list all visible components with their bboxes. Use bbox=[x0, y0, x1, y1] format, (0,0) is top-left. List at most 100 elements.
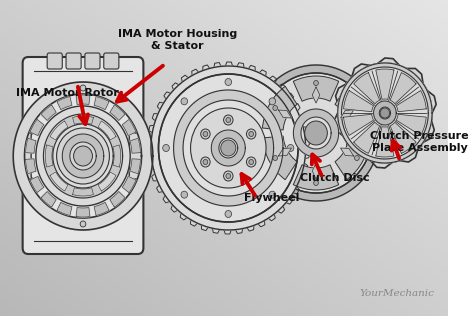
Circle shape bbox=[338, 63, 432, 163]
Polygon shape bbox=[344, 114, 374, 135]
Circle shape bbox=[80, 85, 86, 91]
Circle shape bbox=[314, 93, 319, 98]
Circle shape bbox=[36, 106, 130, 206]
Polygon shape bbox=[98, 121, 116, 140]
Polygon shape bbox=[147, 62, 310, 234]
Circle shape bbox=[314, 168, 319, 173]
Text: Flywheel: Flywheel bbox=[244, 193, 300, 203]
FancyBboxPatch shape bbox=[104, 53, 119, 69]
FancyBboxPatch shape bbox=[129, 133, 148, 179]
Polygon shape bbox=[344, 91, 374, 112]
Circle shape bbox=[181, 98, 188, 105]
Circle shape bbox=[181, 191, 188, 198]
Circle shape bbox=[225, 210, 232, 217]
Circle shape bbox=[224, 115, 233, 125]
Polygon shape bbox=[73, 188, 93, 196]
Polygon shape bbox=[76, 208, 90, 217]
Wedge shape bbox=[293, 76, 339, 101]
Polygon shape bbox=[151, 66, 306, 230]
Polygon shape bbox=[312, 163, 320, 179]
Polygon shape bbox=[57, 97, 72, 110]
Polygon shape bbox=[278, 110, 292, 118]
Polygon shape bbox=[50, 172, 68, 191]
Circle shape bbox=[203, 160, 208, 165]
Polygon shape bbox=[334, 58, 436, 168]
FancyBboxPatch shape bbox=[47, 53, 62, 69]
Circle shape bbox=[249, 131, 254, 137]
Circle shape bbox=[380, 108, 390, 118]
Polygon shape bbox=[73, 116, 93, 124]
Polygon shape bbox=[211, 130, 245, 166]
Text: YourMechanic: YourMechanic bbox=[359, 289, 434, 298]
Polygon shape bbox=[13, 82, 153, 230]
Circle shape bbox=[283, 112, 287, 117]
Circle shape bbox=[259, 73, 373, 193]
Polygon shape bbox=[376, 69, 394, 99]
Circle shape bbox=[345, 149, 349, 155]
FancyBboxPatch shape bbox=[23, 57, 144, 254]
Circle shape bbox=[80, 221, 86, 227]
Wedge shape bbox=[335, 136, 370, 180]
Polygon shape bbox=[354, 73, 380, 104]
Polygon shape bbox=[376, 127, 394, 157]
Circle shape bbox=[158, 74, 298, 222]
Circle shape bbox=[246, 129, 256, 139]
Polygon shape bbox=[122, 119, 136, 136]
Circle shape bbox=[355, 155, 359, 161]
Polygon shape bbox=[44, 114, 123, 198]
Circle shape bbox=[269, 191, 275, 198]
Polygon shape bbox=[30, 119, 44, 136]
Wedge shape bbox=[263, 136, 297, 180]
Polygon shape bbox=[396, 114, 426, 135]
Circle shape bbox=[314, 180, 319, 185]
Polygon shape bbox=[57, 202, 72, 216]
Circle shape bbox=[287, 144, 294, 151]
Polygon shape bbox=[110, 191, 125, 207]
Circle shape bbox=[203, 131, 208, 137]
Circle shape bbox=[225, 78, 232, 86]
Circle shape bbox=[246, 157, 256, 167]
FancyBboxPatch shape bbox=[66, 53, 81, 69]
Circle shape bbox=[269, 98, 275, 105]
Text: Clutch Disc: Clutch Disc bbox=[300, 173, 370, 183]
Polygon shape bbox=[396, 91, 426, 112]
Polygon shape bbox=[340, 110, 354, 118]
Polygon shape bbox=[94, 97, 109, 110]
Polygon shape bbox=[26, 138, 36, 153]
Circle shape bbox=[191, 108, 266, 188]
Circle shape bbox=[201, 157, 210, 167]
Circle shape bbox=[314, 81, 319, 86]
Circle shape bbox=[283, 149, 287, 155]
Polygon shape bbox=[340, 148, 354, 156]
Polygon shape bbox=[26, 159, 36, 174]
Text: Clutch Pressure
Plate Assembly: Clutch Pressure Plate Assembly bbox=[371, 131, 469, 153]
Polygon shape bbox=[293, 109, 339, 157]
Circle shape bbox=[224, 171, 233, 181]
Polygon shape bbox=[98, 172, 116, 191]
Text: IMA Motor Housing
& Stator: IMA Motor Housing & Stator bbox=[118, 29, 237, 51]
Polygon shape bbox=[113, 145, 121, 167]
Wedge shape bbox=[335, 86, 370, 130]
Polygon shape bbox=[122, 176, 136, 193]
Polygon shape bbox=[252, 65, 380, 201]
Circle shape bbox=[226, 118, 231, 123]
Polygon shape bbox=[278, 148, 292, 156]
Polygon shape bbox=[354, 122, 380, 153]
Polygon shape bbox=[94, 202, 109, 216]
Circle shape bbox=[163, 144, 169, 151]
Polygon shape bbox=[338, 63, 432, 163]
Circle shape bbox=[221, 140, 236, 156]
Text: IMA Motor Rotor: IMA Motor Rotor bbox=[17, 88, 119, 98]
Circle shape bbox=[345, 112, 349, 117]
Polygon shape bbox=[46, 145, 53, 167]
Polygon shape bbox=[130, 138, 140, 153]
Polygon shape bbox=[130, 159, 140, 174]
Circle shape bbox=[273, 106, 278, 111]
Polygon shape bbox=[41, 191, 56, 207]
Polygon shape bbox=[390, 73, 416, 104]
FancyBboxPatch shape bbox=[21, 133, 34, 179]
Polygon shape bbox=[30, 176, 44, 193]
Polygon shape bbox=[76, 95, 90, 104]
Polygon shape bbox=[62, 134, 104, 178]
Circle shape bbox=[249, 160, 254, 165]
